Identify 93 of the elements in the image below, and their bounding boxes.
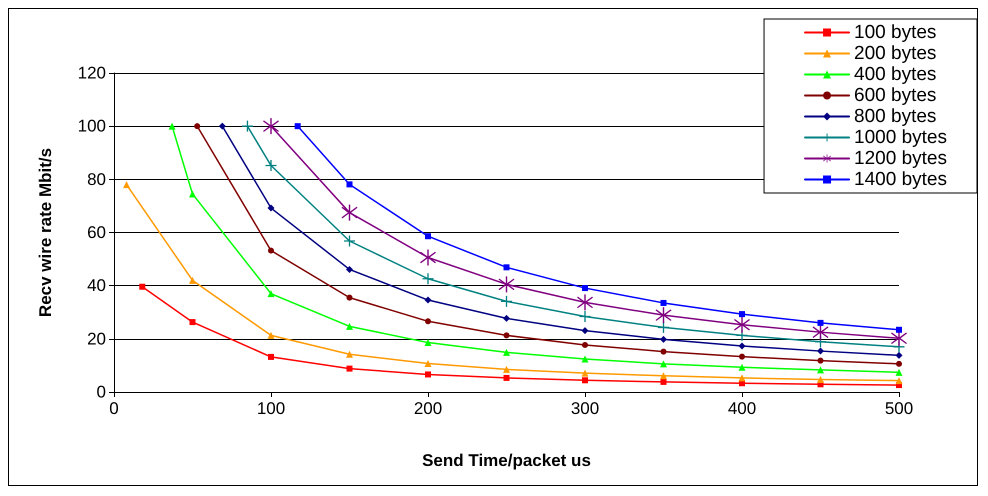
point	[818, 320, 824, 326]
point	[194, 123, 200, 130]
point	[425, 371, 431, 378]
legend-label: 1200 bytes	[854, 148, 948, 169]
point	[896, 352, 902, 359]
x-tick-label: 100	[256, 399, 286, 418]
y-tick-label: 60	[87, 223, 106, 242]
point	[896, 368, 902, 376]
point	[242, 120, 253, 132]
point	[123, 181, 130, 188]
point	[425, 233, 431, 240]
point	[577, 294, 593, 310]
x-tick-label: 0	[109, 399, 119, 418]
point	[896, 360, 902, 367]
point	[896, 377, 902, 384]
point	[582, 377, 588, 384]
y-tick-label: 20	[87, 329, 106, 348]
point	[268, 354, 274, 360]
y-tick-label: 120	[78, 64, 106, 82]
point	[503, 366, 510, 373]
point	[422, 273, 434, 284]
legend-label: 1400 bytes	[854, 169, 948, 190]
point	[189, 190, 196, 198]
point	[504, 332, 510, 338]
legend-label: 800 bytes	[854, 106, 936, 127]
point	[139, 284, 146, 290]
point	[582, 327, 588, 334]
point	[420, 249, 436, 266]
point	[656, 307, 672, 324]
x-tick-label: 300	[570, 399, 600, 418]
x-tick-label: 200	[414, 399, 442, 418]
point	[346, 181, 352, 188]
point	[734, 316, 750, 333]
point	[168, 122, 176, 130]
point	[424, 296, 432, 304]
point	[660, 372, 667, 380]
x-tick-label: 400	[728, 399, 756, 418]
point	[268, 332, 274, 339]
point	[342, 204, 358, 221]
y-axis-title: Recv wire rate Mbit/s	[36, 148, 55, 318]
point	[503, 314, 510, 322]
point	[658, 322, 669, 333]
point	[738, 364, 746, 371]
point	[268, 204, 274, 212]
point	[660, 360, 667, 368]
point	[346, 350, 353, 358]
point	[268, 290, 274, 298]
point	[738, 374, 746, 382]
point	[346, 366, 352, 372]
point	[503, 348, 510, 356]
point	[582, 285, 588, 292]
point	[346, 294, 352, 301]
point	[896, 326, 902, 333]
y-tick-label: 100	[78, 116, 106, 136]
point	[818, 358, 824, 364]
point	[504, 264, 510, 270]
point	[660, 348, 666, 355]
point	[189, 276, 196, 284]
point	[660, 378, 666, 385]
y-tick-label: 80	[87, 170, 106, 189]
x-axis-title: Send Time/packet us	[422, 451, 591, 470]
y-tick-label: 40	[87, 276, 106, 296]
point	[268, 248, 274, 254]
point	[817, 376, 824, 384]
point	[263, 118, 279, 134]
point	[817, 348, 824, 355]
point	[739, 311, 745, 318]
point	[501, 296, 512, 307]
point	[190, 319, 196, 326]
point	[660, 300, 666, 306]
point	[346, 266, 353, 273]
legend-label: 1000 bytes	[854, 127, 948, 148]
y-tick-label: 0	[96, 382, 106, 402]
legend-label: 400 bytes	[854, 64, 936, 85]
point	[424, 360, 432, 368]
point	[424, 339, 432, 346]
point	[582, 342, 588, 348]
x-tick-label: 500	[884, 399, 914, 418]
point	[294, 123, 301, 130]
legend-label: 600 bytes	[854, 85, 936, 106]
point	[739, 354, 745, 360]
point	[346, 322, 353, 330]
point	[582, 370, 588, 377]
point	[660, 336, 667, 343]
point	[498, 276, 514, 292]
point	[218, 122, 226, 130]
point	[425, 318, 431, 324]
legend-label: 200 bytes	[854, 43, 936, 64]
point	[817, 366, 824, 374]
legend-label: 100 bytes	[854, 22, 936, 43]
point	[738, 342, 746, 350]
point	[504, 374, 510, 381]
point	[582, 356, 588, 363]
